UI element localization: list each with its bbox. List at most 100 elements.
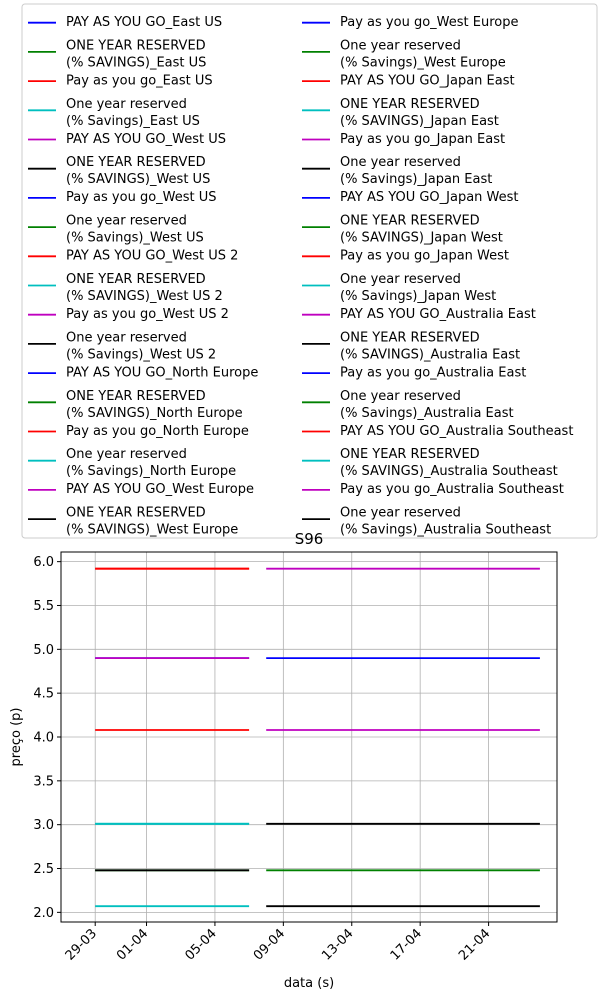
legend-label-line: One year reserved: [340, 155, 461, 170]
legend-label-line: ONE YEAR RESERVED: [66, 389, 206, 404]
legend-label-line: ONE YEAR RESERVED: [66, 155, 206, 170]
legend-entry-one-year-reserved-savings-west-europe: One year reserved (% Savings)_West Europe: [302, 38, 506, 70]
legend-label-line: PAY AS YOU GO_Australia East: [340, 307, 536, 322]
legend-entry-one-year-reserved-savings-west-us-2: One year reserved (% Savings)_West US 2: [28, 330, 216, 362]
legend-entry-one-year-reserved-savings-australia-east: One year reserved (% Savings)_Australia E…: [302, 389, 514, 421]
legend-entry-one-year-reserved-savings-west-us: ONE YEAR RESERVED (% SAVINGS)_West US: [28, 155, 210, 187]
x-tick-label: 13-04: [319, 926, 356, 963]
legend-label-line: ONE YEAR RESERVED: [66, 272, 206, 287]
legend-label-line: Pay as you go_East US: [66, 73, 213, 88]
legend-label: One year reserved (% Savings)_Australia S…: [340, 506, 551, 538]
legend-entry-pay-as-you-go-north-europe: Pay as you go_North Europe: [28, 424, 249, 439]
legend-label-line: Pay as you go_Australia East: [340, 365, 526, 380]
legend-entry-pay-as-you-go-australia-east: Pay as you go_Australia East: [302, 365, 526, 380]
legend-entry-one-year-reserved-savings-australia-southeast: ONE YEAR RESERVED (% SAVINGS)_Australia S…: [302, 447, 558, 479]
legend-label-line: PAY AS YOU GO_Japan West: [340, 190, 519, 205]
legend-entry-pay-as-you-go-west-us: PAY AS YOU GO_West US: [28, 132, 226, 147]
legend-entry-pay-as-you-go-japan-west: Pay as you go_Japan West: [302, 249, 509, 264]
legend-label-line: (% Savings)_West US 2: [66, 347, 216, 362]
legend-label-line: (% Savings)_Japan West: [340, 289, 496, 304]
legend-label-line: PAY AS YOU GO_West US: [66, 132, 226, 147]
legend-label-line: Pay as you go_Australia Southeast: [340, 482, 564, 497]
legend-label-line: PAY AS YOU GO_East US: [66, 15, 222, 30]
legend-label: One year reserved (% Savings)_West US 2: [66, 330, 216, 362]
legend-label: Pay as you go_West Europe: [340, 15, 518, 30]
legend-label-line: Pay as you go_North Europe: [66, 424, 249, 439]
legend-label: One year reserved (% Savings)_Japan West: [340, 272, 496, 304]
legend-label: Pay as you go_Australia East: [340, 365, 526, 380]
legend-entry-one-year-reserved-savings-japan-west: One year reserved (% Savings)_Japan West: [302, 272, 496, 304]
legend-label-line: ONE YEAR RESERVED: [66, 38, 206, 53]
x-tick-label: 09-04: [251, 926, 288, 963]
legend-label: ONE YEAR RESERVED (% SAVINGS)_West US: [66, 155, 210, 187]
legend: PAY AS YOU GO_East US ONE YEAR RESERVED (%…: [21, 3, 598, 539]
x-ticks: 29-03 01-04 05-04 09-04 13-04 17-04 21-04: [63, 922, 493, 964]
legend-label-line: (% SAVINGS)_East US: [66, 55, 206, 70]
legend-label: PAY AS YOU GO_Australia Southeast: [340, 424, 573, 439]
legend-entry-one-year-reserved-savings-japan-west: ONE YEAR RESERVED (% SAVINGS)_Japan West: [302, 214, 503, 246]
legend-label: ONE YEAR RESERVED (% SAVINGS)_West Europe: [66, 506, 238, 538]
legend-label: PAY AS YOU GO_West Europe: [66, 482, 254, 497]
legend-entry-pay-as-you-go-west-europe: PAY AS YOU GO_West Europe: [28, 482, 254, 497]
legend-entry-pay-as-you-go-north-europe: PAY AS YOU GO_North Europe: [28, 365, 258, 380]
legend-label: ONE YEAR RESERVED (% SAVINGS)_Australia S…: [340, 447, 558, 479]
legend-label: Pay as you go_West US 2: [66, 307, 229, 322]
legend-label: PAY AS YOU GO_Japan West: [340, 190, 519, 205]
y-ticks: 2.0 2.5 3.0 3.5 4.0 4.5 5.0 5.5 6.0: [33, 555, 61, 921]
legend-label-line: (% SAVINGS)_Japan West: [340, 231, 503, 246]
legend-label-line: Pay as you go_West US: [66, 190, 217, 205]
y-tick-label: 3.5: [33, 774, 54, 789]
legend-label-line: Pay as you go_Japan West: [340, 249, 509, 264]
legend-label: ONE YEAR RESERVED (% SAVINGS)_West US 2: [66, 272, 223, 304]
legend-label-line: One year reserved: [340, 272, 461, 287]
legend-label-line: (% SAVINGS)_Japan East: [340, 114, 499, 129]
legend-label: One year reserved (% Savings)_Japan East: [340, 155, 492, 187]
legend-label: One year reserved (% Savings)_West Europe: [340, 38, 506, 70]
legend-label-line: One year reserved: [340, 389, 461, 404]
legend-label-line: Pay as you go_West Europe: [340, 15, 518, 30]
legend-entry-one-year-reserved-savings-north-europe: One year reserved (% Savings)_North Europ…: [28, 447, 236, 479]
legend-label-line: PAY AS YOU GO_Japan East: [340, 73, 515, 88]
legend-entry-one-year-reserved-savings-north-europe: ONE YEAR RESERVED (% SAVINGS)_North Europ…: [28, 389, 243, 421]
legend-label: PAY AS YOU GO_North Europe: [66, 365, 258, 380]
legend-label-line: PAY AS YOU GO_Australia Southeast: [340, 424, 573, 439]
y-tick-label: 2.5: [33, 862, 54, 877]
legend-label: One year reserved (% Savings)_Australia E…: [340, 389, 514, 421]
legend-label-line: (% SAVINGS)_West US: [66, 172, 210, 187]
legend-label-line: ONE YEAR RESERVED: [340, 214, 480, 229]
legend-label-line: (% Savings)_North Europe: [66, 464, 236, 479]
legend-label: ONE YEAR RESERVED (% SAVINGS)_Australia E…: [340, 330, 520, 362]
legend-entry-one-year-reserved-savings-west-us-2: ONE YEAR RESERVED (% SAVINGS)_West US 2: [28, 272, 223, 304]
x-axis-label: data (s): [284, 976, 334, 991]
legend-label: PAY AS YOU GO_Japan East: [340, 73, 515, 88]
legend-label-line: One year reserved: [340, 38, 461, 53]
legend-label: One year reserved (% Savings)_North Europ…: [66, 447, 236, 479]
legend-label-line: One year reserved: [66, 97, 187, 112]
legend-label: ONE YEAR RESERVED (% SAVINGS)_East US: [66, 38, 206, 70]
chart-title: S96: [295, 530, 324, 548]
legend-label: Pay as you go_North Europe: [66, 424, 249, 439]
legend-label: Pay as you go_Japan East: [340, 132, 505, 147]
legend-label-line: One year reserved: [66, 214, 187, 229]
legend-label-line: (% Savings)_Australia Southeast: [340, 523, 551, 538]
legend-label-line: (% SAVINGS)_North Europe: [66, 406, 243, 421]
legend-label: PAY AS YOU GO_West US 2: [66, 249, 238, 264]
legend-entry-pay-as-you-go-japan-west: PAY AS YOU GO_Japan West: [302, 190, 519, 205]
y-tick-label: 2.0: [33, 906, 54, 921]
legend-entry-pay-as-you-go-east-us: Pay as you go_East US: [28, 73, 213, 88]
legend-label-line: ONE YEAR RESERVED: [66, 506, 206, 521]
legend-entry-one-year-reserved-savings-west-europe: ONE YEAR RESERVED (% SAVINGS)_West Europe: [28, 506, 238, 538]
y-tick-label: 4.5: [33, 687, 54, 702]
legend-label: Pay as you go_West US: [66, 190, 217, 205]
legend-label-line: (% SAVINGS)_Australia East: [340, 347, 520, 362]
legend-entry-one-year-reserved-savings-japan-east: ONE YEAR RESERVED (% SAVINGS)_Japan East: [302, 97, 499, 129]
legend-label-line: One year reserved: [66, 330, 187, 345]
x-tick-label: 01-04: [114, 926, 151, 963]
x-tick-label: 17-04: [388, 926, 425, 963]
legend-label-line: One year reserved: [66, 447, 187, 462]
legend-label: Pay as you go_Japan West: [340, 249, 509, 264]
legend-entry-pay-as-you-go-japan-east: PAY AS YOU GO_Japan East: [302, 73, 515, 88]
legend-entry-one-year-reserved-savings-australia-southeast: One year reserved (% Savings)_Australia S…: [302, 506, 551, 538]
legend-entry-pay-as-you-go-australia-east: PAY AS YOU GO_Australia East: [302, 307, 536, 322]
legend-label-line: (% Savings)_Japan East: [340, 172, 492, 187]
